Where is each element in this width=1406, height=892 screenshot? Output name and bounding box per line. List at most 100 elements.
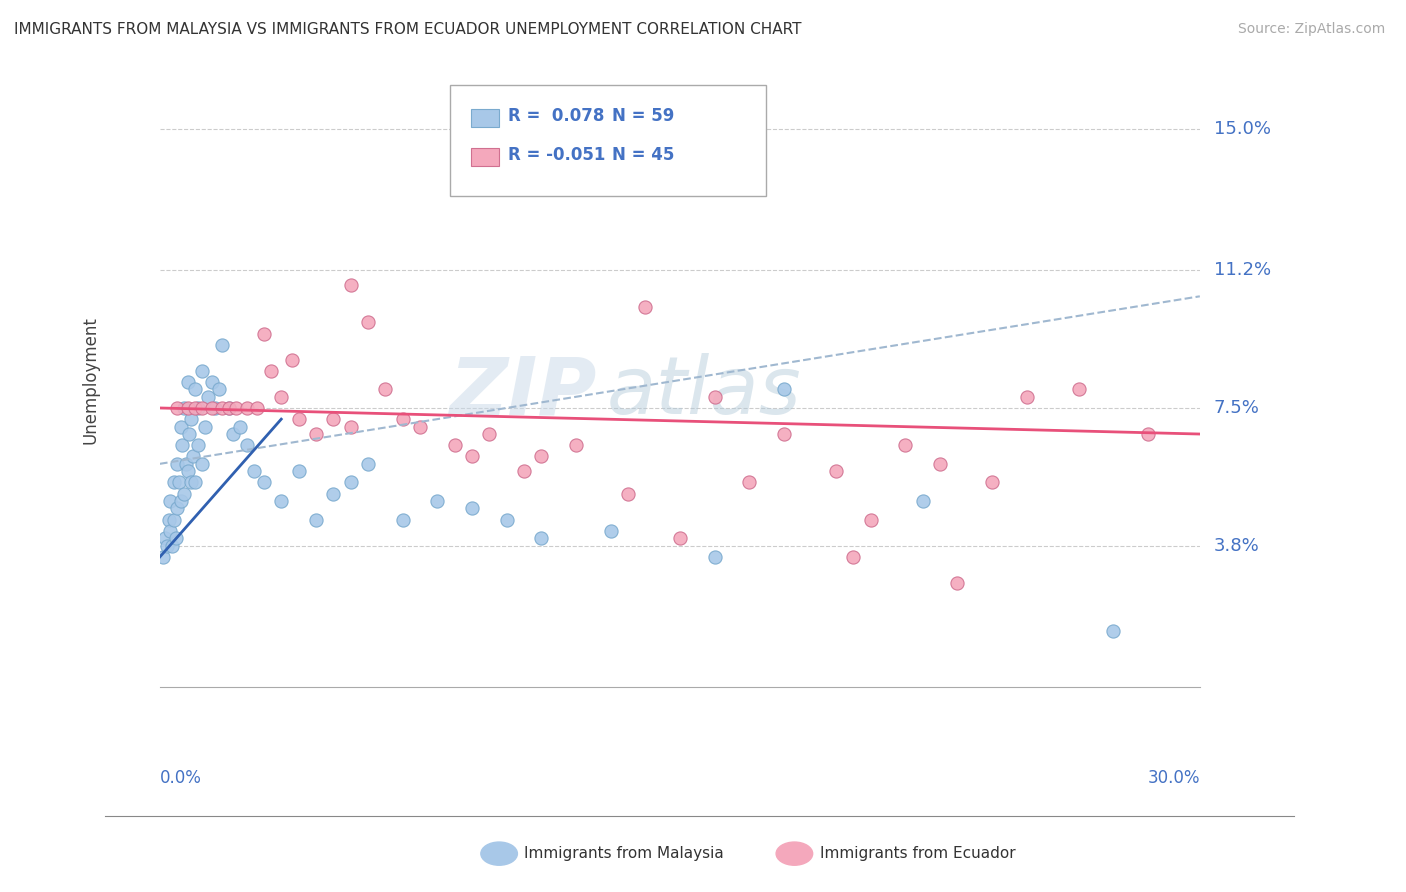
Point bbox=[617, 486, 640, 500]
Point bbox=[357, 457, 380, 471]
Point bbox=[180, 412, 202, 426]
Point bbox=[153, 531, 176, 545]
Point bbox=[530, 531, 553, 545]
Text: N = 59: N = 59 bbox=[612, 107, 673, 125]
Text: IMMIGRANTS FROM MALAYSIA VS IMMIGRANTS FROM ECUADOR UNEMPLOYMENT CORRELATION CHA: IMMIGRANTS FROM MALAYSIA VS IMMIGRANTS F… bbox=[14, 22, 801, 37]
Point bbox=[190, 457, 212, 471]
Point bbox=[426, 494, 449, 508]
Point bbox=[842, 549, 865, 564]
Point bbox=[157, 513, 180, 527]
Point bbox=[225, 401, 247, 415]
Text: atlas: atlas bbox=[607, 353, 801, 432]
Point bbox=[170, 419, 193, 434]
Point bbox=[201, 401, 224, 415]
Point bbox=[928, 457, 950, 471]
Point bbox=[218, 401, 240, 415]
Point bbox=[773, 383, 796, 397]
Point bbox=[565, 438, 588, 452]
Point bbox=[170, 494, 193, 508]
Point bbox=[391, 412, 413, 426]
Point bbox=[166, 401, 188, 415]
Point bbox=[980, 475, 1002, 490]
Text: Immigrants from Ecuador: Immigrants from Ecuador bbox=[820, 847, 1015, 861]
Point bbox=[270, 390, 292, 404]
Point bbox=[218, 401, 240, 415]
Text: R =  0.078: R = 0.078 bbox=[508, 107, 605, 125]
Point bbox=[187, 438, 209, 452]
Point bbox=[173, 401, 195, 415]
Point bbox=[201, 375, 224, 389]
Point bbox=[211, 401, 233, 415]
Point bbox=[204, 401, 226, 415]
Point bbox=[163, 475, 186, 490]
Point bbox=[461, 501, 484, 516]
Point bbox=[174, 457, 197, 471]
Point bbox=[374, 383, 396, 397]
Point bbox=[176, 464, 198, 478]
Point bbox=[253, 475, 276, 490]
Point bbox=[824, 464, 846, 478]
Text: ZIP: ZIP bbox=[450, 353, 596, 432]
Point bbox=[703, 549, 725, 564]
Point bbox=[287, 464, 309, 478]
Point bbox=[167, 475, 190, 490]
Point bbox=[773, 427, 796, 442]
Point bbox=[190, 364, 212, 378]
Point bbox=[242, 464, 264, 478]
Point bbox=[159, 494, 181, 508]
Point bbox=[669, 531, 692, 545]
Point bbox=[946, 575, 969, 590]
Point bbox=[166, 457, 188, 471]
Point bbox=[165, 531, 187, 545]
Point bbox=[187, 401, 209, 415]
Text: N = 45: N = 45 bbox=[612, 146, 673, 164]
Point bbox=[194, 419, 217, 434]
Point bbox=[859, 513, 882, 527]
Point bbox=[513, 464, 536, 478]
Point bbox=[339, 475, 361, 490]
Point bbox=[190, 401, 212, 415]
Point bbox=[305, 427, 328, 442]
Point bbox=[1102, 624, 1125, 639]
Point bbox=[478, 427, 501, 442]
Text: Unemployment: Unemployment bbox=[82, 316, 100, 444]
Point bbox=[280, 352, 302, 367]
Point bbox=[530, 450, 553, 464]
Point bbox=[495, 513, 517, 527]
Point bbox=[1067, 383, 1090, 397]
Point bbox=[173, 486, 195, 500]
Point bbox=[703, 390, 725, 404]
Point bbox=[181, 450, 204, 464]
Point bbox=[235, 438, 257, 452]
Point bbox=[197, 390, 219, 404]
Text: 30.0%: 30.0% bbox=[1147, 769, 1199, 787]
Point bbox=[409, 419, 432, 434]
Point bbox=[176, 401, 198, 415]
Point bbox=[235, 401, 257, 415]
Point bbox=[270, 494, 292, 508]
Point bbox=[339, 278, 361, 293]
Point bbox=[738, 475, 761, 490]
Point bbox=[172, 438, 194, 452]
Point bbox=[322, 486, 344, 500]
Point bbox=[599, 524, 621, 538]
Text: 7.5%: 7.5% bbox=[1213, 399, 1260, 417]
Point bbox=[152, 549, 174, 564]
Point bbox=[163, 513, 186, 527]
Point bbox=[634, 301, 657, 315]
Point bbox=[183, 401, 205, 415]
Point bbox=[222, 427, 245, 442]
Point bbox=[357, 315, 380, 329]
Point bbox=[228, 419, 250, 434]
Point bbox=[183, 383, 205, 397]
Point bbox=[253, 326, 276, 341]
Text: 0.0%: 0.0% bbox=[160, 769, 202, 787]
Point bbox=[156, 539, 179, 553]
Text: 3.8%: 3.8% bbox=[1213, 537, 1260, 555]
Point bbox=[208, 383, 231, 397]
Point bbox=[287, 412, 309, 426]
Point bbox=[183, 475, 205, 490]
Point bbox=[211, 337, 233, 351]
Text: R = -0.051: R = -0.051 bbox=[508, 146, 605, 164]
Text: Source: ZipAtlas.com: Source: ZipAtlas.com bbox=[1237, 22, 1385, 37]
